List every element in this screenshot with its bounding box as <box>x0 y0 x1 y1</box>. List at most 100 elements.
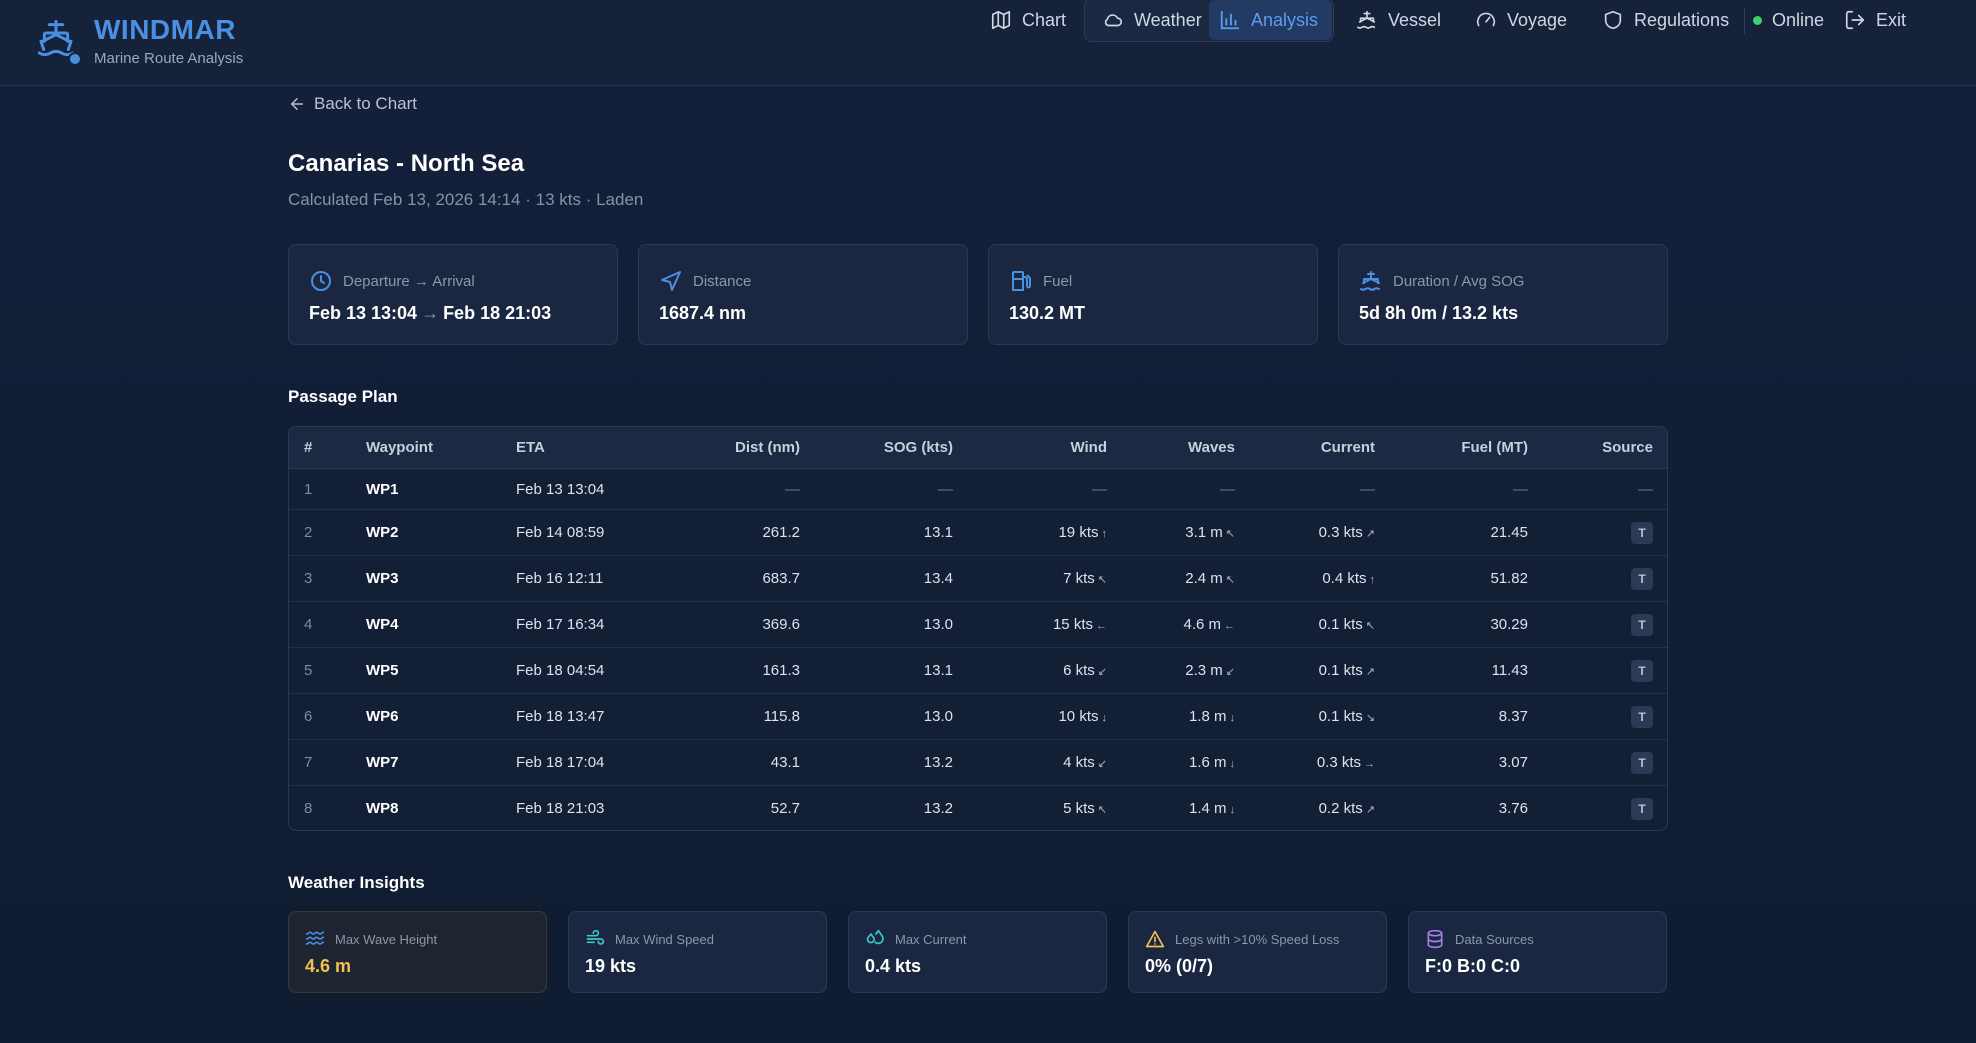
cell-sog-value: — <box>938 481 953 498</box>
back-to-chart-link[interactable]: Back to Chart <box>288 94 417 114</box>
fuel-pump-icon <box>1012 271 1031 291</box>
speed-loss-card: Legs with >10% Speed Loss 0% (0/7) <box>1128 911 1387 993</box>
cell-distance-value: 161.3 <box>762 662 800 679</box>
table-row[interactable]: 1 WP1 Feb 13 13:04 — — — — — — — <box>289 469 1667 510</box>
direction-arrow-icon: ← <box>1096 620 1107 632</box>
cell-index: 4 <box>304 615 312 635</box>
nav-divider <box>1744 8 1745 34</box>
top-bar: WINDMAR Marine Route Analysis Chart Weat… <box>0 0 1976 86</box>
cell-current-value: — <box>1360 481 1375 498</box>
direction-arrow-icon: ↖ <box>1365 620 1375 632</box>
cell-waves-value: 2.3 m <box>1185 662 1223 679</box>
nav-voyage[interactable]: Voyage <box>1465 0 1577 40</box>
cell-waypoint-value: WP2 <box>366 524 399 541</box>
cell-waves-value: 1.6 m <box>1188 754 1227 771</box>
source-badge: T <box>1631 798 1653 820</box>
waves-icon <box>305 931 325 945</box>
cell-current: — <box>1360 480 1375 500</box>
cell-current: 0.4 kts ↑ <box>1322 569 1375 590</box>
fuel-card: Fuel 130.2 MT <box>988 244 1318 345</box>
max-current-value: 0.4 kts <box>865 956 922 976</box>
cell-distance-value: 261.2 <box>762 524 800 541</box>
table-row[interactable]: 7 WP7 Feb 18 17:04 43.1 13.2 4 kts ↙ 1.6 m ↓ 0.3 … <box>289 740 1667 786</box>
max-wave-label: Max Wave Height <box>335 931 438 947</box>
nav-regulations[interactable]: Regulations <box>1592 0 1739 40</box>
cell-current-value: 0.3 kts <box>1316 754 1361 771</box>
direction-arrow-icon: ↗ <box>1365 528 1375 540</box>
nav-vessel[interactable]: Vessel <box>1346 0 1451 40</box>
fuel-label: Fuel <box>1043 272 1073 290</box>
direction-arrow-icon: → <box>1364 758 1375 770</box>
col-waypoint[interactable]: Waypoint <box>366 439 433 456</box>
col-eta[interactable]: ETA <box>516 439 545 456</box>
brand[interactable]: WINDMAR Marine Route Analysis <box>36 14 243 67</box>
cell-wind: 10 kts ↓ <box>1058 707 1107 728</box>
departure-arrival-card: Departure → Arrival Feb 13 13:04 → Feb 18 … <box>288 244 618 345</box>
cell-wind: 7 kts ↖ <box>1063 569 1107 590</box>
cell-distance: 115.8 <box>764 707 800 727</box>
card-label: Duration / Avg SOG <box>1359 269 1524 293</box>
exit-button[interactable]: Exit <box>1834 0 1916 40</box>
page-subtitle: Calculated Feb 13, 2026 14:14 · 13 kts ·… <box>288 190 644 209</box>
table-row[interactable]: 8 WP8 Feb 18 21:03 52.7 13.2 5 kts ↖ 1.4 m ↓ 0.2 … <box>289 786 1667 830</box>
cell-wind: 5 kts ↖ <box>1063 799 1107 820</box>
table-header: # Waypoint ETA Dist (nm) SOG (kts) Wind … <box>289 427 1667 469</box>
insight-label: Max Current <box>865 929 967 949</box>
cell-fuel-value: 30.29 <box>1490 616 1528 633</box>
nav-regulations-label: Regulations <box>1634 9 1730 30</box>
cell-waves: 1.4 m ↓ <box>1189 799 1235 820</box>
col-wind[interactable]: Wind <box>1070 439 1107 456</box>
cell-distance-value: 683.7 <box>762 570 800 587</box>
table-row[interactable]: 3 WP3 Feb 16 12:11 683.7 13.4 7 kts ↖ 2.4 m ↖ 0.4… <box>289 556 1667 602</box>
col-distance[interactable]: Dist (nm) <box>735 439 800 456</box>
cell-eta: Feb 18 17:04 <box>516 753 604 773</box>
cell-index-value: 7 <box>304 754 313 771</box>
cell-fuel-value: 51.82 <box>1490 570 1528 587</box>
cell-eta: Feb 17 16:34 <box>516 615 604 635</box>
cell-waves-value: 2.4 m <box>1185 570 1223 587</box>
nav-analysis-label: Analysis <box>1251 9 1319 30</box>
wind-icon <box>586 929 605 945</box>
cell-waypoint-value: WP3 <box>366 570 399 587</box>
table-row[interactable]: 2 WP2 Feb 14 08:59 261.2 13.1 19 kts ↑ 3.1 m ↖ 0.… <box>289 510 1667 556</box>
direction-arrow-icon: ← <box>1224 620 1235 632</box>
cell-distance: 161.3 <box>762 661 800 681</box>
card-label: Departure → Arrival <box>309 269 475 293</box>
weather-insights-title: Weather Insights <box>288 873 425 892</box>
speed-loss-value: 0% (0/7) <box>1145 956 1214 976</box>
source-badge: T <box>1631 706 1653 728</box>
departure-time: Feb 13 13:04 <box>309 303 418 323</box>
max-wind-value: 19 kts <box>585 956 637 976</box>
distance-card: Distance 1687.4 nm <box>638 244 968 345</box>
direction-arrow-icon: ↙ <box>1097 666 1107 678</box>
passage-plan-table: # Waypoint ETA Dist (nm) SOG (kts) Wind … <box>288 426 1668 831</box>
speed-loss-label: Legs with >10% Speed Loss <box>1175 931 1340 947</box>
cell-waves: 2.3 m ↙ <box>1185 661 1235 682</box>
nav-chart[interactable]: Chart <box>980 0 1076 40</box>
max-wind-speed-card: Max Wind Speed 19 kts <box>568 911 827 993</box>
cell-waves-value: 3.1 m <box>1185 524 1223 541</box>
col-sog[interactable]: SOG (kts) <box>883 439 953 456</box>
nav-vessel-label: Vessel <box>1388 9 1442 30</box>
arrow-right-icon: → <box>421 303 440 323</box>
source-badge: T <box>1631 614 1653 636</box>
col-index[interactable]: # <box>304 439 313 456</box>
col-waves[interactable]: Waves <box>1188 439 1235 456</box>
table-row[interactable]: 6 WP6 Feb 18 13:47 115.8 13.0 10 kts ↓ 1.8 m ↓ 0.… <box>289 694 1667 740</box>
cell-current-value: 0.4 kts <box>1322 570 1367 587</box>
insight-label: Max Wind Speed <box>585 929 714 949</box>
col-current[interactable]: Current <box>1320 439 1375 456</box>
cell-wind: 19 kts ↑ <box>1058 523 1107 544</box>
cell-source: — <box>1638 481 1653 498</box>
cell-current-value: 0.3 kts <box>1318 524 1363 541</box>
col-fuel[interactable]: Fuel (MT) <box>1461 439 1528 456</box>
col-source[interactable]: Source <box>1602 439 1653 456</box>
cell-index: 6 <box>304 707 312 727</box>
table-row[interactable]: 5 WP5 Feb 18 04:54 161.3 13.1 6 kts ↙ 2.3 m ↙ 0.1… <box>289 648 1667 694</box>
direction-arrow-icon: ↓ <box>1229 804 1236 816</box>
nav-weather[interactable]: Weather <box>1092 0 1212 40</box>
cell-waves-value: — <box>1220 481 1235 498</box>
nav-analysis[interactable]: Analysis <box>1209 0 1332 40</box>
table-row[interactable]: 4 WP4 Feb 17 16:34 369.6 13.0 15 kts ← 4.6 m ← 0.… <box>289 602 1667 648</box>
cell-current: 0.1 kts ↗ <box>1319 661 1375 682</box>
